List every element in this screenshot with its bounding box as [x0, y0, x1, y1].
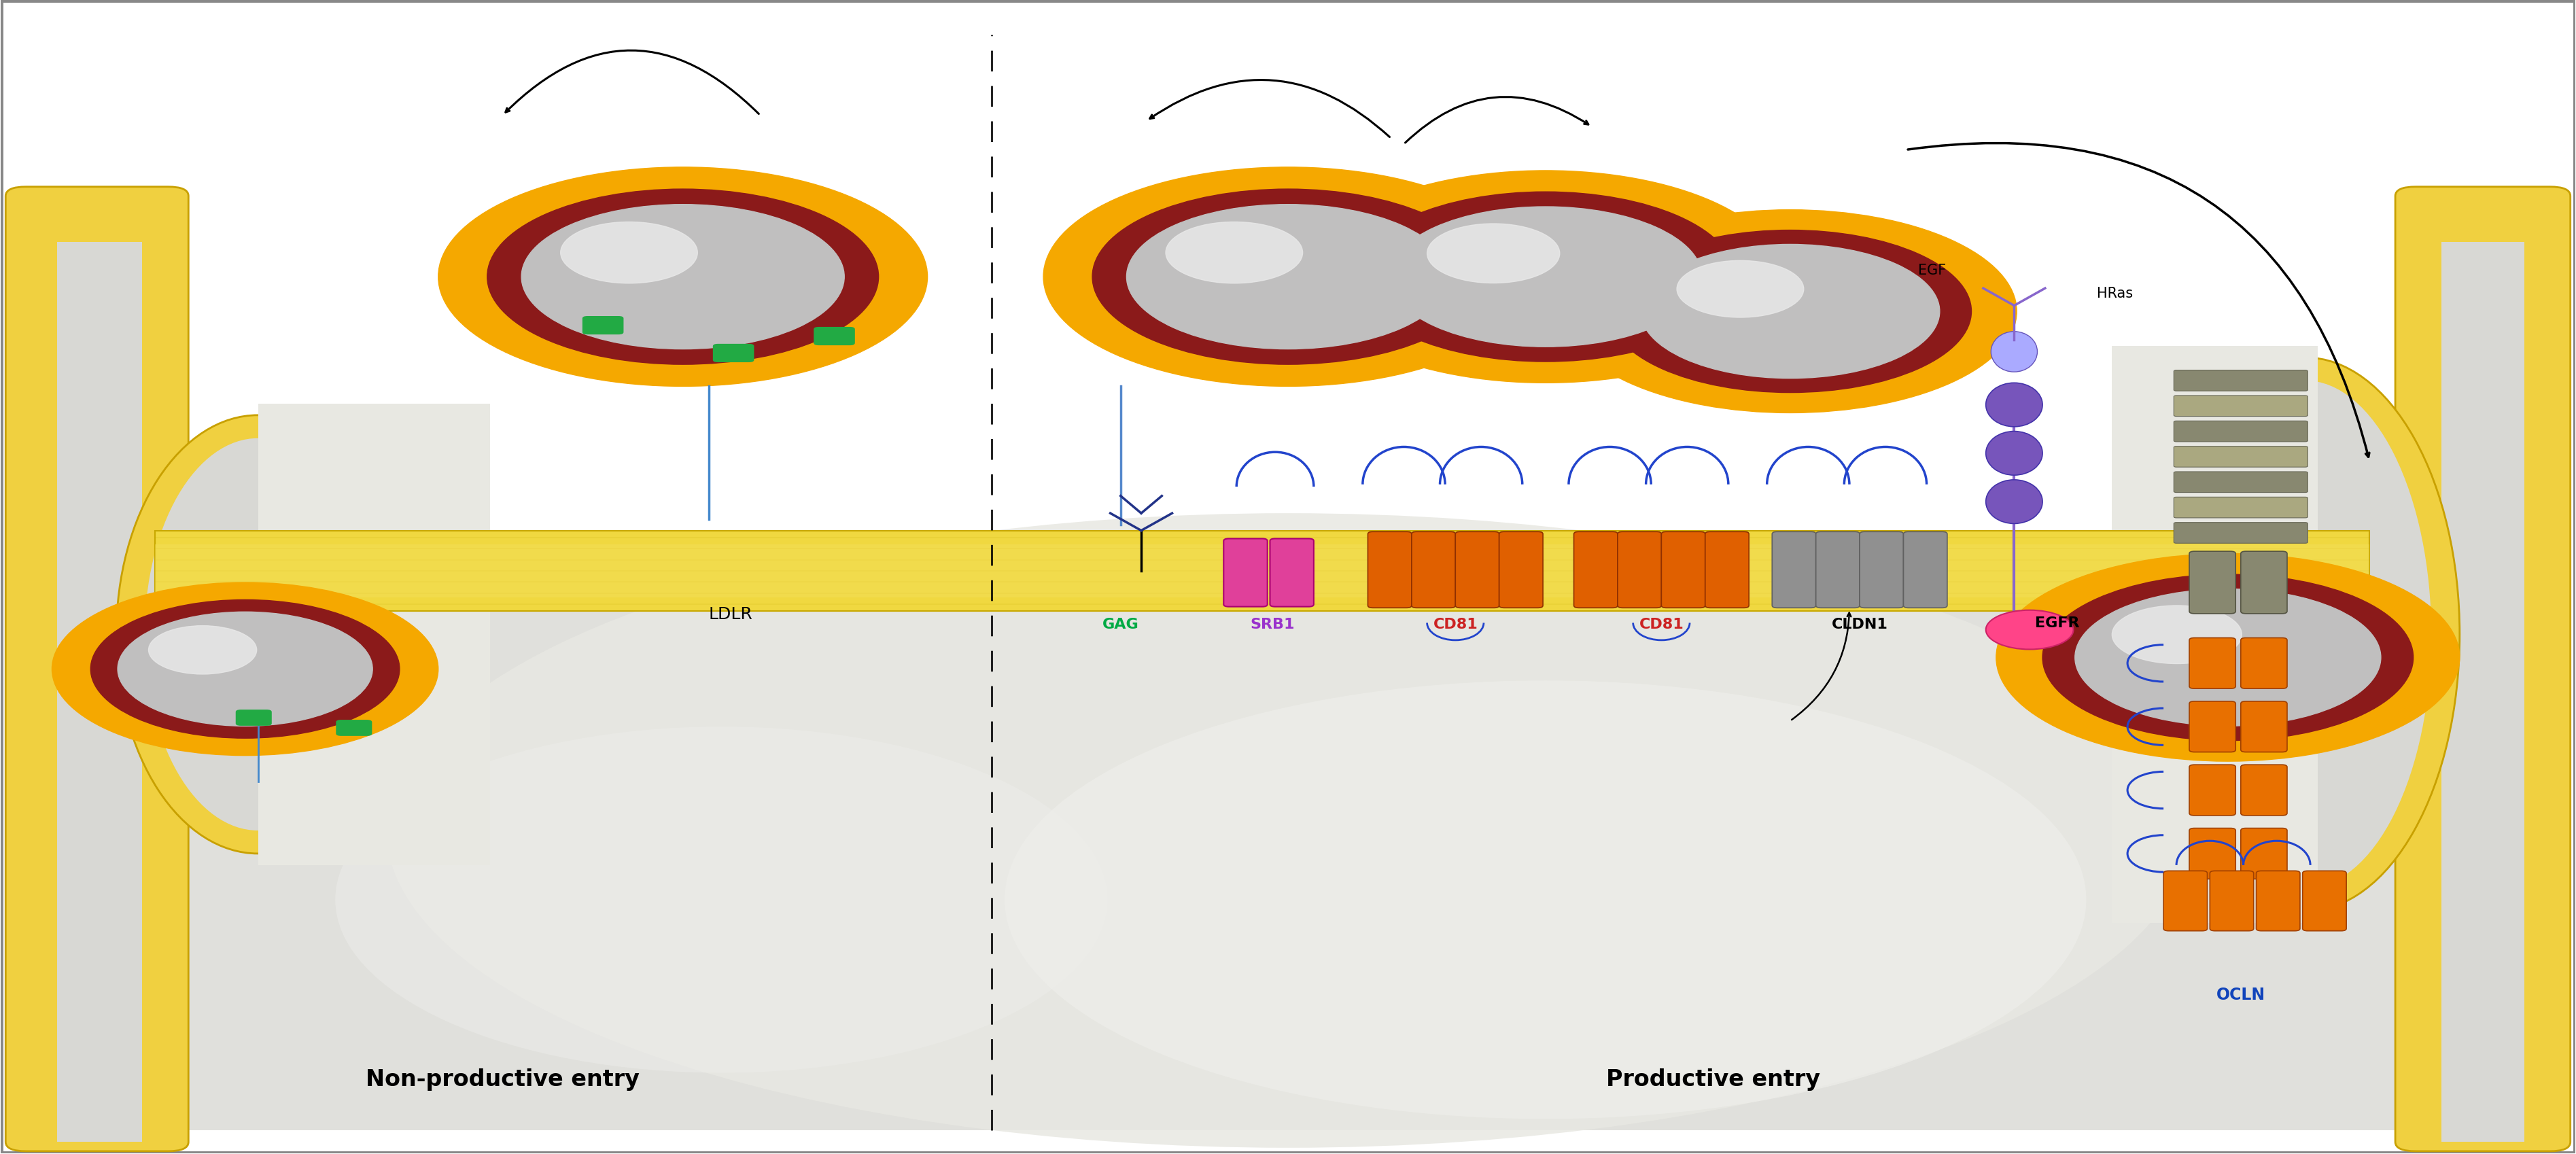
Circle shape [1564, 210, 2017, 413]
Circle shape [1309, 171, 1783, 383]
Text: GAG: GAG [1103, 617, 1139, 631]
FancyBboxPatch shape [1412, 532, 1455, 608]
Circle shape [118, 612, 374, 726]
FancyBboxPatch shape [335, 720, 371, 736]
Text: CD81: CD81 [1432, 617, 1479, 631]
FancyBboxPatch shape [1618, 532, 1662, 608]
Circle shape [1610, 231, 1971, 394]
FancyBboxPatch shape [1499, 532, 1543, 608]
Text: EGF: EGF [1917, 263, 1945, 277]
FancyBboxPatch shape [2190, 552, 2236, 614]
Circle shape [1641, 245, 1940, 379]
FancyBboxPatch shape [1816, 532, 1860, 608]
Ellipse shape [2151, 358, 2460, 912]
FancyBboxPatch shape [2190, 829, 2236, 879]
FancyBboxPatch shape [2174, 421, 2308, 442]
FancyBboxPatch shape [2190, 638, 2236, 689]
FancyBboxPatch shape [2190, 765, 2236, 816]
FancyBboxPatch shape [2396, 187, 2571, 1152]
FancyBboxPatch shape [2442, 242, 2524, 1142]
FancyBboxPatch shape [1368, 532, 1412, 608]
Circle shape [2043, 575, 2414, 741]
FancyBboxPatch shape [1772, 532, 1816, 608]
FancyBboxPatch shape [2241, 765, 2287, 816]
Text: CLDN1: CLDN1 [1832, 617, 1888, 631]
FancyBboxPatch shape [2174, 472, 2308, 493]
Circle shape [1986, 610, 2074, 650]
FancyBboxPatch shape [2257, 871, 2300, 931]
FancyBboxPatch shape [155, 531, 2370, 612]
FancyBboxPatch shape [1705, 532, 1749, 608]
FancyBboxPatch shape [1270, 539, 1314, 607]
Circle shape [562, 223, 698, 284]
Circle shape [1043, 167, 1533, 387]
FancyBboxPatch shape [1904, 532, 1947, 608]
Ellipse shape [1991, 332, 2038, 373]
FancyBboxPatch shape [1860, 532, 1904, 608]
FancyBboxPatch shape [155, 545, 2370, 598]
FancyBboxPatch shape [2241, 552, 2287, 614]
FancyBboxPatch shape [2174, 396, 2308, 417]
Circle shape [1355, 193, 1736, 362]
FancyBboxPatch shape [2241, 702, 2287, 752]
Circle shape [2112, 606, 2241, 664]
Circle shape [52, 583, 438, 756]
Ellipse shape [1986, 480, 2043, 524]
FancyBboxPatch shape [5, 187, 188, 1152]
Text: EGFR: EGFR [2035, 616, 2079, 630]
FancyBboxPatch shape [1455, 532, 1499, 608]
Text: Productive entry: Productive entry [1605, 1067, 1819, 1091]
Text: OCLN: OCLN [2215, 987, 2264, 1003]
Circle shape [90, 600, 399, 739]
FancyBboxPatch shape [2174, 370, 2308, 391]
Ellipse shape [1986, 383, 2043, 427]
FancyBboxPatch shape [1662, 532, 1705, 608]
FancyBboxPatch shape [142, 531, 2434, 1131]
FancyBboxPatch shape [258, 404, 489, 866]
Ellipse shape [335, 727, 1108, 1073]
Circle shape [2074, 590, 2380, 726]
Circle shape [1126, 205, 1450, 350]
Ellipse shape [144, 439, 371, 831]
FancyBboxPatch shape [2112, 346, 2318, 923]
Circle shape [1677, 261, 1803, 317]
Text: SRB1: SRB1 [1249, 617, 1296, 631]
Ellipse shape [2179, 381, 2432, 889]
Circle shape [438, 167, 927, 387]
Text: Non-productive entry: Non-productive entry [366, 1067, 639, 1091]
Circle shape [487, 189, 878, 365]
FancyBboxPatch shape [714, 344, 755, 362]
FancyBboxPatch shape [2241, 638, 2287, 689]
Ellipse shape [1005, 681, 2087, 1119]
FancyBboxPatch shape [1224, 539, 1267, 607]
FancyBboxPatch shape [582, 316, 623, 335]
Ellipse shape [386, 514, 2190, 1148]
Circle shape [520, 205, 845, 350]
Circle shape [1996, 554, 2460, 762]
FancyBboxPatch shape [2303, 871, 2347, 931]
Circle shape [149, 625, 258, 674]
FancyBboxPatch shape [2174, 497, 2308, 518]
FancyBboxPatch shape [57, 242, 142, 1142]
FancyBboxPatch shape [2190, 702, 2236, 752]
Ellipse shape [1986, 432, 2043, 475]
Text: LDLR: LDLR [708, 606, 752, 622]
Ellipse shape [116, 415, 399, 854]
Text: CD81: CD81 [1638, 617, 1685, 631]
FancyBboxPatch shape [1574, 532, 1618, 608]
Circle shape [1388, 208, 1703, 347]
FancyBboxPatch shape [2210, 871, 2254, 931]
Circle shape [1427, 224, 1558, 284]
FancyBboxPatch shape [2174, 447, 2308, 467]
FancyBboxPatch shape [234, 710, 270, 726]
FancyBboxPatch shape [2174, 523, 2308, 544]
Circle shape [1167, 223, 1303, 284]
FancyBboxPatch shape [814, 328, 855, 346]
Circle shape [1092, 189, 1484, 365]
Text: HRas: HRas [2097, 286, 2133, 300]
FancyBboxPatch shape [2164, 871, 2208, 931]
FancyBboxPatch shape [2241, 829, 2287, 879]
